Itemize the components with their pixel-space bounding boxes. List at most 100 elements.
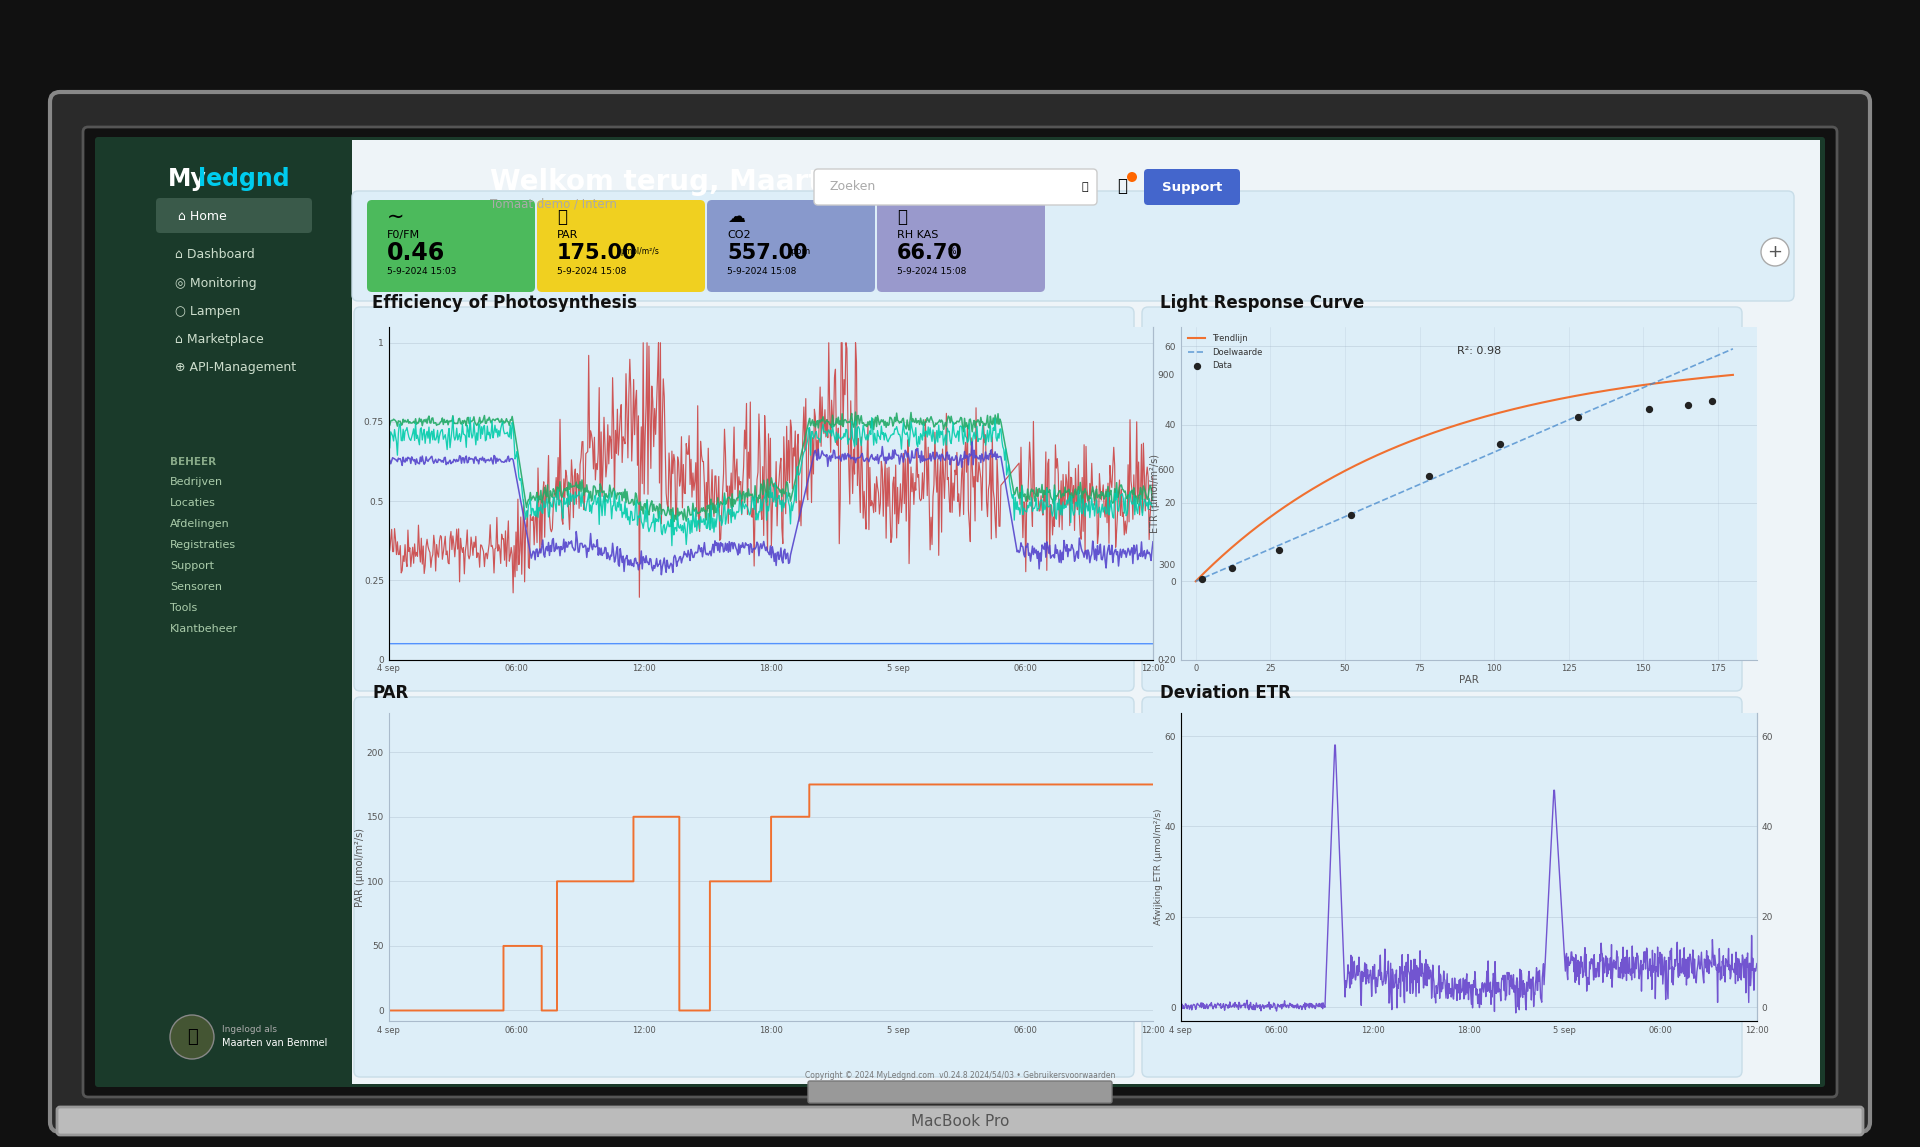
Text: ledgnd: ledgnd bbox=[198, 167, 290, 192]
Text: 👤: 👤 bbox=[186, 1028, 198, 1046]
Text: Efficiency of Photosynthesis: Efficiency of Photosynthesis bbox=[372, 294, 637, 312]
Doelwaarde bbox=[1503, 436, 1526, 450]
Text: ☁: ☁ bbox=[728, 208, 745, 226]
Text: 💧: 💧 bbox=[897, 208, 906, 226]
Text: 🔔: 🔔 bbox=[1117, 177, 1127, 195]
FancyBboxPatch shape bbox=[351, 192, 1793, 301]
Trendlijn bbox=[1670, 373, 1693, 387]
Text: Zoeken: Zoeken bbox=[829, 180, 876, 194]
Text: Tools: Tools bbox=[171, 603, 198, 612]
FancyBboxPatch shape bbox=[50, 92, 1870, 1132]
Circle shape bbox=[1761, 237, 1789, 266]
Text: ppm: ppm bbox=[789, 248, 810, 257]
Text: ◎ Monitoring: ◎ Monitoring bbox=[175, 276, 257, 289]
FancyBboxPatch shape bbox=[94, 136, 1826, 1087]
Y-axis label: ETR (μmol/m²/s): ETR (μmol/m²/s) bbox=[1150, 454, 1160, 532]
FancyBboxPatch shape bbox=[1144, 169, 1240, 205]
Text: Welkom terug, Maarten: Welkom terug, Maarten bbox=[490, 167, 860, 196]
Data bbox=[1413, 467, 1444, 485]
Data bbox=[1634, 400, 1665, 419]
Doelwaarde bbox=[1638, 379, 1661, 392]
Data bbox=[1672, 396, 1703, 414]
FancyBboxPatch shape bbox=[808, 1080, 1112, 1103]
Text: PAR: PAR bbox=[557, 231, 578, 240]
Trendlijn bbox=[1187, 572, 1210, 586]
FancyBboxPatch shape bbox=[367, 200, 536, 292]
Text: ⌂ Dashboard: ⌂ Dashboard bbox=[175, 249, 255, 262]
Data bbox=[1697, 392, 1728, 411]
Y-axis label: Afwijking ETR (μmol/m²/s): Afwijking ETR (μmol/m²/s) bbox=[1154, 809, 1164, 926]
FancyBboxPatch shape bbox=[877, 200, 1044, 292]
Doelwaarde bbox=[1722, 342, 1745, 356]
Text: Support: Support bbox=[171, 561, 213, 571]
FancyBboxPatch shape bbox=[353, 697, 1135, 1077]
Data bbox=[1187, 570, 1217, 588]
Text: 💡: 💡 bbox=[557, 208, 566, 226]
FancyBboxPatch shape bbox=[814, 169, 1096, 205]
Text: Locaties: Locaties bbox=[171, 498, 215, 508]
Circle shape bbox=[1127, 172, 1137, 182]
Trendlijn bbox=[1185, 575, 1208, 588]
FancyBboxPatch shape bbox=[156, 198, 311, 233]
Text: %: % bbox=[948, 248, 956, 257]
Text: Deviation ETR: Deviation ETR bbox=[1160, 684, 1290, 702]
Trendlijn bbox=[1503, 401, 1526, 415]
FancyBboxPatch shape bbox=[351, 140, 1820, 1084]
Doelwaarde bbox=[1187, 574, 1210, 587]
Text: ○ Lampen: ○ Lampen bbox=[175, 304, 240, 318]
FancyBboxPatch shape bbox=[58, 1107, 1862, 1136]
Text: Sensoren: Sensoren bbox=[171, 582, 223, 592]
Text: PAR: PAR bbox=[372, 684, 409, 702]
Doelwaarde bbox=[1513, 432, 1536, 446]
FancyBboxPatch shape bbox=[1142, 307, 1741, 690]
Text: 5-9-2024 15:08: 5-9-2024 15:08 bbox=[557, 267, 626, 276]
Line: Doelwaarde: Doelwaarde bbox=[1196, 349, 1734, 582]
Text: Registraties: Registraties bbox=[171, 540, 236, 551]
Text: Copyright © 2024 MyLedgnd.com  v0.24.8 2024/54/03 • Gebruikersvoorwaarden: Copyright © 2024 MyLedgnd.com v0.24.8 20… bbox=[804, 1070, 1116, 1079]
Data bbox=[1563, 407, 1594, 426]
Text: Maarten van Bemmel: Maarten van Bemmel bbox=[223, 1038, 328, 1048]
Text: RH KAS: RH KAS bbox=[897, 231, 939, 240]
Text: 5-9-2024 15:08: 5-9-2024 15:08 bbox=[728, 267, 797, 276]
Doelwaarde bbox=[1670, 364, 1693, 377]
Trendlijn bbox=[1722, 368, 1745, 382]
Text: Klantbeheer: Klantbeheer bbox=[171, 624, 238, 634]
Text: Ingelogd als: Ingelogd als bbox=[223, 1024, 276, 1033]
Doelwaarde bbox=[1185, 575, 1208, 588]
Text: μmol/m²/s: μmol/m²/s bbox=[620, 248, 659, 257]
Data bbox=[1484, 435, 1515, 453]
Line: Trendlijn: Trendlijn bbox=[1196, 375, 1734, 582]
Data bbox=[1336, 506, 1367, 524]
Text: ∼: ∼ bbox=[388, 206, 405, 227]
Text: ⊕ API-Management: ⊕ API-Management bbox=[175, 360, 296, 374]
Text: ⌂ Home: ⌂ Home bbox=[179, 210, 227, 223]
FancyBboxPatch shape bbox=[707, 200, 876, 292]
Data bbox=[1263, 540, 1294, 559]
Text: ⌂ Marketplace: ⌂ Marketplace bbox=[175, 333, 263, 345]
Text: 🔍: 🔍 bbox=[1081, 182, 1089, 192]
Text: MacBook Pro: MacBook Pro bbox=[910, 1114, 1010, 1129]
Doelwaarde bbox=[1501, 437, 1524, 451]
Text: 5-9-2024 15:03: 5-9-2024 15:03 bbox=[388, 267, 457, 276]
FancyBboxPatch shape bbox=[1142, 697, 1741, 1077]
Text: Tomaat demo / Intern: Tomaat demo / Intern bbox=[490, 197, 616, 211]
FancyBboxPatch shape bbox=[353, 307, 1135, 690]
Legend: F0/Fm, Tfm, F0/F, F0/I, Fv/Fm: F0/Fm, Tfm, F0/F, F0/I, Fv/Fm bbox=[626, 713, 916, 728]
Text: 66.70: 66.70 bbox=[897, 243, 962, 263]
Trendlijn bbox=[1513, 399, 1536, 413]
Text: My: My bbox=[169, 167, 207, 192]
Text: Light Response Curve: Light Response Curve bbox=[1160, 294, 1365, 312]
Legend: Trendlijn, Doelwaarde, Data: Trendlijn, Doelwaarde, Data bbox=[1185, 331, 1265, 373]
Text: Support: Support bbox=[1162, 180, 1223, 194]
Text: 557.00: 557.00 bbox=[728, 243, 808, 263]
Text: BEHEER: BEHEER bbox=[171, 457, 217, 467]
Text: Afdelingen: Afdelingen bbox=[171, 518, 230, 529]
Data bbox=[1215, 559, 1246, 577]
Text: Bedrijven: Bedrijven bbox=[171, 477, 223, 487]
Y-axis label: PAR (μmol/m²/s): PAR (μmol/m²/s) bbox=[355, 828, 365, 906]
X-axis label: PAR: PAR bbox=[1459, 674, 1478, 685]
FancyBboxPatch shape bbox=[538, 200, 705, 292]
Trendlijn bbox=[1501, 403, 1524, 416]
Text: 175.00: 175.00 bbox=[557, 243, 637, 263]
Trendlijn bbox=[1638, 377, 1661, 391]
